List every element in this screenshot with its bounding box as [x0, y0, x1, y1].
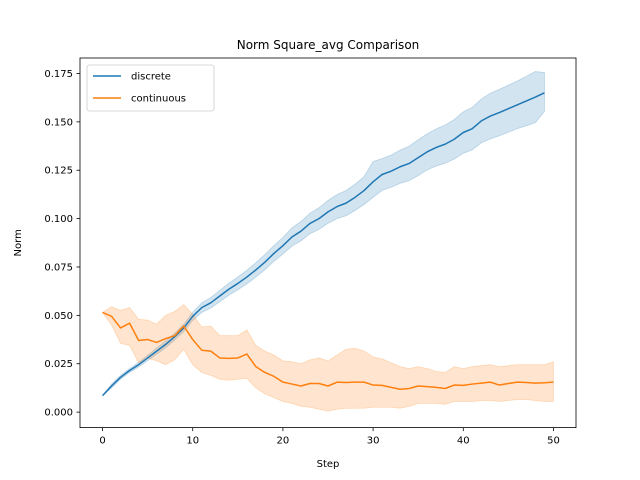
x-tick-label: 50 [547, 436, 560, 447]
x-tick-label: 20 [277, 436, 290, 447]
continuous-confidence-band [101, 304, 554, 412]
x-tick-label: 30 [367, 436, 380, 447]
y-tick-label: 0.150 [44, 117, 73, 128]
x-tick-label: 10 [186, 436, 199, 447]
y-tick-label: 0.125 [44, 166, 73, 177]
confidence-bands [101, 71, 554, 412]
x-tick-label: 40 [457, 436, 470, 447]
discrete-confidence-band [102, 71, 545, 396]
plot-frame [79, 57, 577, 429]
y-tick-label: 0.175 [44, 69, 73, 80]
y-tick-label: 0.000 [44, 408, 73, 419]
chart-title: Norm Square_avg Comparison [237, 38, 420, 52]
y-axis-ticks: 0.000 0.025 0.050 0.075 0.100 0.125 0.150 0.175 [44, 69, 80, 419]
y-tick-label: 0.075 [44, 262, 73, 273]
x-tick-label: 0 [99, 436, 105, 447]
legend: discrete continuous [86, 64, 215, 112]
x-axis-label: Step [317, 459, 340, 470]
y-tick-label: 0.100 [44, 214, 73, 225]
y-axis-label: Norm [13, 229, 24, 256]
continuous-line [102, 311, 554, 391]
y-tick-label: 0.025 [44, 359, 73, 370]
legend-label-continuous: continuous [131, 94, 186, 105]
series-lines [102, 92, 554, 397]
x-axis-ticks: 0 10 20 30 40 50 [99, 427, 560, 447]
legend-label-discrete: discrete [131, 72, 171, 83]
y-tick-label: 0.050 [44, 311, 73, 322]
discrete-line [102, 92, 545, 397]
